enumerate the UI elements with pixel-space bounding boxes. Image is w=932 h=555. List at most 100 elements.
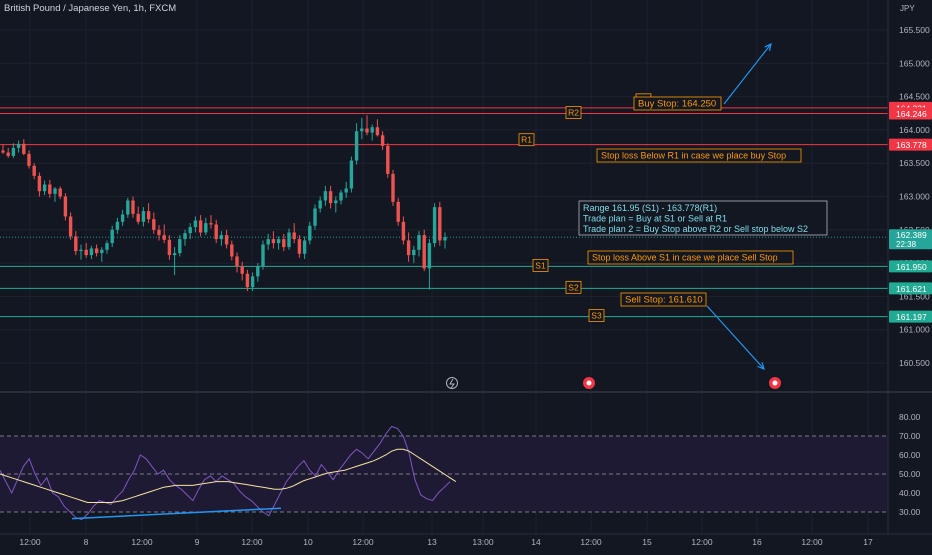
candle	[198, 215, 203, 237]
arrow-up[interactable]	[723, 42, 772, 105]
candle	[100, 247, 104, 262]
buy-stop-label[interactable]: Buy Stop: 164.250	[633, 96, 722, 111]
candle-body	[380, 135, 385, 146]
icon-ring	[446, 377, 458, 389]
candle	[302, 236, 307, 260]
stop-loss-r1-label[interactable]: Stop loss Below R1 in case we place buy …	[596, 148, 802, 163]
candle	[209, 215, 213, 229]
candle-body	[219, 235, 224, 240]
candle	[334, 196, 338, 213]
x-tick-label: 12:00	[691, 537, 713, 547]
rsi-pane	[0, 425, 888, 521]
arrow-down[interactable]	[706, 305, 765, 371]
candle-body	[308, 225, 312, 241]
candle-body	[152, 219, 156, 230]
candle	[271, 231, 276, 249]
rsi-divergence-trendline[interactable]	[71, 507, 282, 520]
candle	[375, 119, 380, 137]
candle	[219, 231, 224, 246]
price-badge-value: 164.246	[896, 109, 927, 119]
y-tick-label: 163.500	[899, 158, 930, 168]
y-tick-label: 163.000	[899, 192, 930, 202]
candle-body	[417, 235, 421, 250]
candle-body	[188, 227, 192, 234]
candle-body	[224, 235, 229, 245]
candle-body	[349, 160, 354, 189]
candle-body	[406, 240, 411, 256]
candle-body	[334, 200, 338, 204]
candle	[63, 193, 68, 221]
candle	[297, 235, 302, 258]
annotations[interactable]: Buy Stop: 164.250 Stop loss Below R1 in c…	[578, 96, 828, 307]
price-badge: 161.950	[889, 260, 932, 273]
economic-event-flag-icon[interactable]	[583, 377, 595, 389]
price-badge-bg	[889, 138, 932, 151]
event-icons[interactable]	[446, 377, 782, 389]
candle	[22, 139, 26, 156]
trade-plan-frame	[578, 200, 828, 236]
projection-arrows[interactable]	[706, 42, 772, 371]
price-badge-value: 163.778	[896, 140, 927, 150]
buy-stop-label-text: Buy Stop: 164.250	[638, 99, 716, 110]
candle	[146, 203, 151, 224]
level-label-box	[565, 106, 582, 119]
sell-stop-label-box	[620, 292, 707, 307]
y-tick-label: 160.500	[899, 358, 930, 368]
candle-body	[32, 165, 36, 176]
dividend-lightning-icon[interactable]	[446, 377, 458, 389]
candle	[354, 123, 359, 165]
candle-body	[365, 128, 369, 133]
last-price-value: 162.389	[896, 230, 927, 240]
candle	[89, 245, 94, 260]
trade-plan-box[interactable]: Range 161.95 (S1) - 163.778(R1)Trade pla…	[578, 200, 828, 236]
candle-body	[74, 236, 78, 252]
candle	[339, 189, 343, 205]
candle-body	[68, 216, 73, 237]
candle-body	[396, 201, 400, 222]
y-tick-label: 164.000	[899, 125, 930, 135]
level-label-text: S3	[591, 311, 602, 321]
sell-stop-label-text: Sell Stop: 161.610	[625, 295, 703, 306]
level-label-s2[interactable]: S2	[565, 280, 582, 294]
level-label-s1[interactable]: S1	[532, 259, 549, 272]
candle	[214, 219, 218, 244]
sell-stop-label[interactable]: Sell Stop: 161.610	[620, 292, 707, 307]
candle	[443, 232, 447, 249]
y-tick-label: 165.000	[899, 58, 930, 68]
candle-body	[313, 208, 317, 226]
x-tick-label: 12:00	[131, 537, 153, 547]
stop-loss-s1-label[interactable]: Stop loss Above S1 in case we place Sell…	[587, 250, 794, 265]
price-badge: 164.246	[889, 107, 932, 120]
candle-body	[391, 173, 395, 202]
y-tick-label: 161.000	[899, 325, 930, 335]
candle	[79, 244, 83, 260]
candle-body	[178, 239, 182, 254]
economic-event-flag-icon[interactable]	[769, 377, 781, 389]
candle-body	[370, 127, 374, 133]
rsi-y-tick-label: 50.00	[899, 469, 921, 479]
rsi-y-tick-label: 40.00	[899, 488, 921, 498]
level-label-r2[interactable]: R2	[565, 106, 582, 119]
level-label-s3[interactable]: S3	[588, 309, 605, 322]
candle	[276, 236, 281, 250]
candle	[178, 235, 182, 257]
candle-body	[48, 184, 52, 194]
candle	[308, 221, 312, 245]
candle-body	[141, 211, 146, 222]
candle-body	[37, 175, 42, 192]
candle	[37, 172, 42, 197]
candle-body	[193, 220, 198, 228]
level-label-r1[interactable]: R1	[518, 133, 535, 147]
rsi-y-tick-label: 70.00	[899, 431, 921, 441]
candle-body	[209, 223, 213, 225]
candle	[323, 185, 328, 206]
candle-body	[250, 276, 255, 288]
candle	[172, 247, 177, 276]
candle-body	[126, 200, 130, 215]
candle	[396, 197, 400, 226]
candle	[48, 179, 52, 198]
candle	[120, 209, 125, 226]
x-tick-label: 9	[195, 537, 200, 547]
